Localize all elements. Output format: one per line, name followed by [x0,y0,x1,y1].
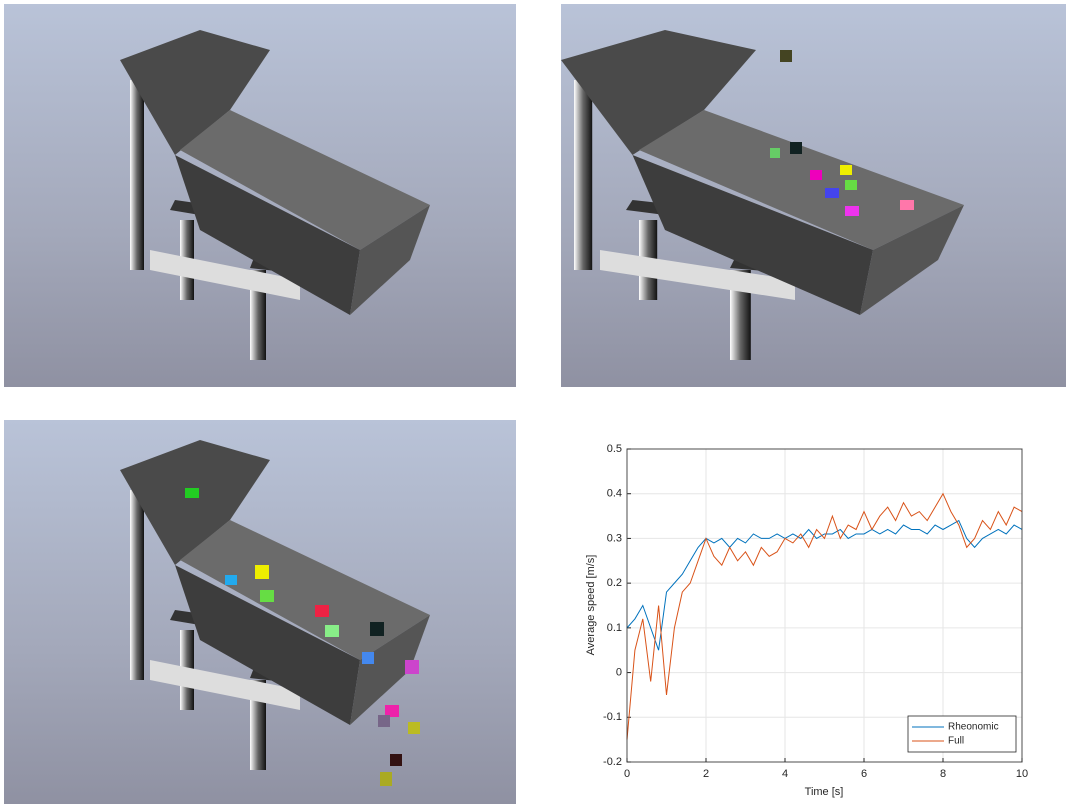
y-tick-label: 0.3 [607,532,622,544]
x-tick-label: 4 [782,768,788,780]
y-tick-label: 0 [616,666,622,678]
y-tick-label: -0.1 [603,711,622,723]
y-tick-label: 0.4 [607,488,622,500]
y-tick-label: 0.2 [607,577,622,589]
x-tick-label: 0 [624,768,630,780]
legend-label: Rheonomic [948,722,999,733]
plot-area [627,449,1022,762]
render-empty [4,4,516,387]
x-tick-label: 6 [861,768,867,780]
figure: Time [s] Average speed [m/s] -0.2 -0.1 0 0.… [0,0,1066,804]
y-axis-label: Average speed [m/s] [585,555,597,656]
y-tick-label: 0.1 [607,622,622,634]
legend-label: Full [948,736,964,747]
x-tick-label: 2 [703,768,709,780]
x-axis-label: Time [s] [805,786,844,798]
render-filling [561,4,1066,387]
chart: Time [s] Average speed [m/s] -0.2 -0.1 0 0.… [585,443,1028,798]
x-tick-label: 10 [1016,768,1028,780]
y-tick-label: -0.2 [603,756,622,768]
x-tick-label: 8 [940,768,946,780]
y-tick-label: 0.5 [607,443,622,455]
render-discharging [4,420,516,804]
